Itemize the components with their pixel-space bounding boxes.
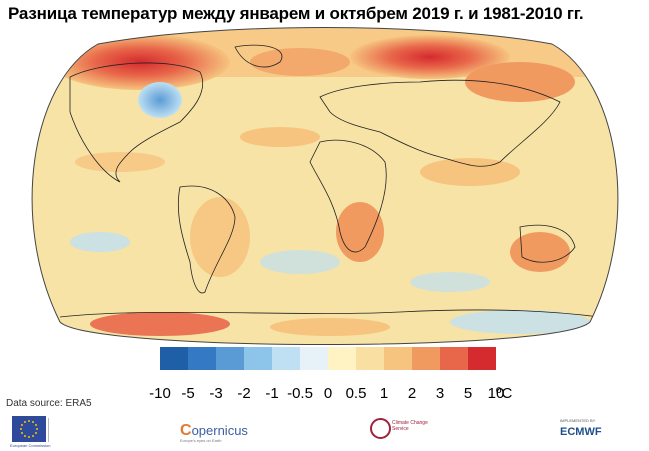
map-title: Разница температур между январем и октяб…: [8, 4, 584, 23]
legend-swatch: [216, 347, 244, 370]
legend-swatch: [468, 347, 496, 370]
legend-swatch: [384, 347, 412, 370]
legend-swatch: [272, 347, 300, 370]
ecmwf-logo: IMPLEMENTED BY ECMWF: [560, 418, 602, 438]
legend-swatch: [356, 347, 384, 370]
legend-swatch: [328, 347, 356, 370]
eu-flag-logo: [12, 416, 46, 442]
legend-unit: ºC: [496, 385, 513, 402]
c3s-circle-icon: [370, 418, 391, 439]
logo-strip: European Commission Copernicus Europe's …: [0, 410, 649, 451]
color-legend: -10 -5 -3 -2 -1 -0.5 0 0.5 1 2 3 5 10 ºC: [149, 347, 512, 402]
c3s-text: Climate Change Service: [392, 420, 428, 432]
legend-swatch: [440, 347, 468, 370]
legend-tick-label: -5: [181, 385, 195, 402]
ecmwf-text: ECMWF: [560, 426, 602, 438]
copernicus-subtitle: Europe's eyes on Earth: [180, 438, 222, 443]
legend-swatch: [188, 347, 216, 370]
legend-tick-label: 0: [323, 385, 333, 402]
legend-tick-label: 10: [487, 385, 505, 402]
legend-tick-label: -3: [209, 385, 223, 402]
legend-tick-label: 0.5: [345, 385, 367, 402]
legend-tick-label: -10: [149, 385, 171, 402]
legend-tick-label: -2: [237, 385, 251, 402]
copernicus-logo: Copernicus Europe's eyes on Earth: [180, 422, 248, 443]
legend-colorbar: [160, 347, 496, 370]
legend-tick-label: 5: [463, 385, 473, 402]
eu-text: European Commission: [10, 443, 51, 448]
ecmwf-small-text: IMPLEMENTED BY: [560, 418, 596, 423]
c3s-logo: Climate Change Service: [370, 418, 450, 448]
legend-swatch: [412, 347, 440, 370]
data-source: Data source: ERA5: [6, 398, 92, 409]
anomaly-map: [0, 22, 649, 352]
eu-divider: [48, 418, 63, 442]
legend-swatch: [160, 347, 188, 370]
legend-swatch: [300, 347, 328, 370]
legend-tick-label: -0.5: [287, 385, 313, 402]
legend-swatch: [244, 347, 272, 370]
legend-tick-label: -1: [265, 385, 279, 402]
legend-tick-label: 2: [407, 385, 417, 402]
legend-tick-label: 1: [379, 385, 389, 402]
legend-tick-label: 3: [435, 385, 445, 402]
